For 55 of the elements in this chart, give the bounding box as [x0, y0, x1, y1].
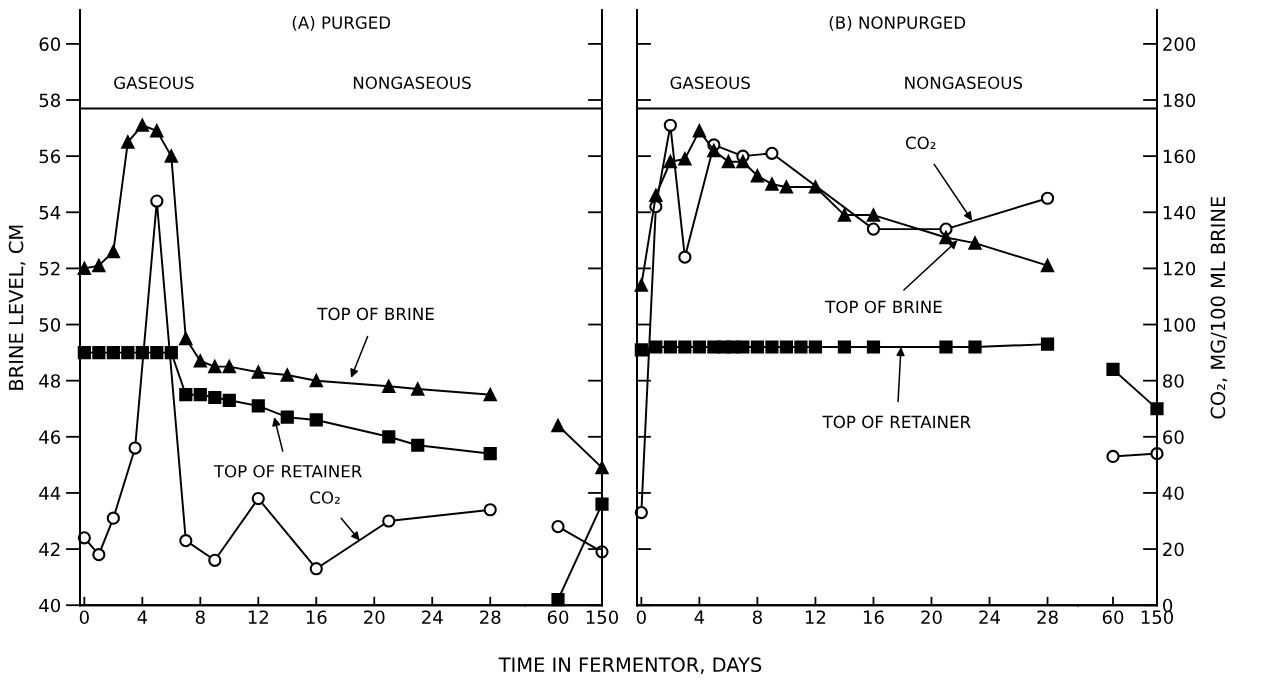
x-tick-label: 24 [979, 610, 1000, 624]
y-tick-label: 44 [39, 486, 61, 500]
y-tick-label: 40 [39, 598, 61, 613]
x-tick-label: 60 [547, 610, 569, 625]
x-tick-label: 8 [752, 610, 762, 625]
y2-tick-label: 60 [1163, 430, 1184, 444]
x-tick-label: 12 [248, 610, 268, 624]
x-tick-label: 20 [921, 610, 942, 625]
x-tick-label: 4 [137, 610, 148, 624]
y2-tick-label: 120 [1163, 261, 1196, 276]
y2-tick-label: 140 [1163, 205, 1196, 220]
annotation: GASEOUS [670, 76, 750, 90]
x-axis-title: TIME IN FERMENTOR, DAYS [498, 657, 762, 675]
y2-tick-label: 20 [1163, 542, 1184, 557]
annotation: TOP OF RETAINER [213, 464, 362, 478]
annotation: TOP OF BRINE [825, 300, 942, 314]
x-tick-label: 24 [422, 610, 443, 624]
x-tick-label: 28 [480, 610, 501, 625]
annotation: TOP OF RETAINER [822, 415, 971, 429]
annotation: TOP OF BRINE [317, 307, 434, 321]
annotation: CO₂ [310, 491, 340, 504]
annotation: NONGASEOUS [353, 76, 471, 90]
chart-title: (A) PURGED [292, 16, 391, 31]
annotation: NONGASEOUS [905, 76, 1023, 90]
y2-tick-label: 40 [1162, 486, 1184, 501]
y-tick-label: 46 [39, 430, 61, 444]
chart-title: (B) NONPURGED [829, 16, 966, 31]
y-tick-label: 58 [39, 93, 61, 108]
y-tick-label: 48 [39, 374, 61, 388]
y-tick-label: 54 [39, 205, 61, 220]
y2-tick-label: 100 [1163, 318, 1196, 332]
annotation: CO₂ [905, 136, 936, 150]
x-tick-label: 0 [636, 610, 646, 625]
x-tick-label: 8 [195, 610, 205, 625]
annotation: GASEOUS [114, 76, 194, 90]
y-tick-label: 42 [39, 542, 60, 556]
y2-tick-label: 80 [1163, 374, 1184, 388]
y-tick-label: 56 [39, 149, 61, 164]
y2-tick-label: 180 [1163, 93, 1196, 108]
x-tick-label: 0 [79, 610, 89, 625]
x-tick-label: 150 [586, 610, 619, 625]
y-tick-label: 52 [39, 261, 60, 276]
x-tick-label: 4 [694, 610, 705, 624]
x-tick-label: 16 [863, 610, 884, 625]
x-tick-label: 12 [805, 610, 826, 624]
y-axis-title: BRINE LEVEL, CM [8, 225, 26, 390]
y-tick-label: 50 [39, 318, 61, 332]
x-tick-label: 16 [306, 610, 327, 625]
x-tick-label: 28 [1037, 610, 1058, 625]
y-tick-label: 60 [39, 37, 61, 51]
y2-axis-title: CO₂, MG/100 ML BRINE [1210, 196, 1228, 419]
x-tick-label: 60 [1102, 610, 1124, 625]
y2-tick-label: 160 [1163, 149, 1196, 164]
y2-tick-label: 200 [1163, 37, 1196, 51]
x-tick-label: 20 [364, 610, 385, 625]
